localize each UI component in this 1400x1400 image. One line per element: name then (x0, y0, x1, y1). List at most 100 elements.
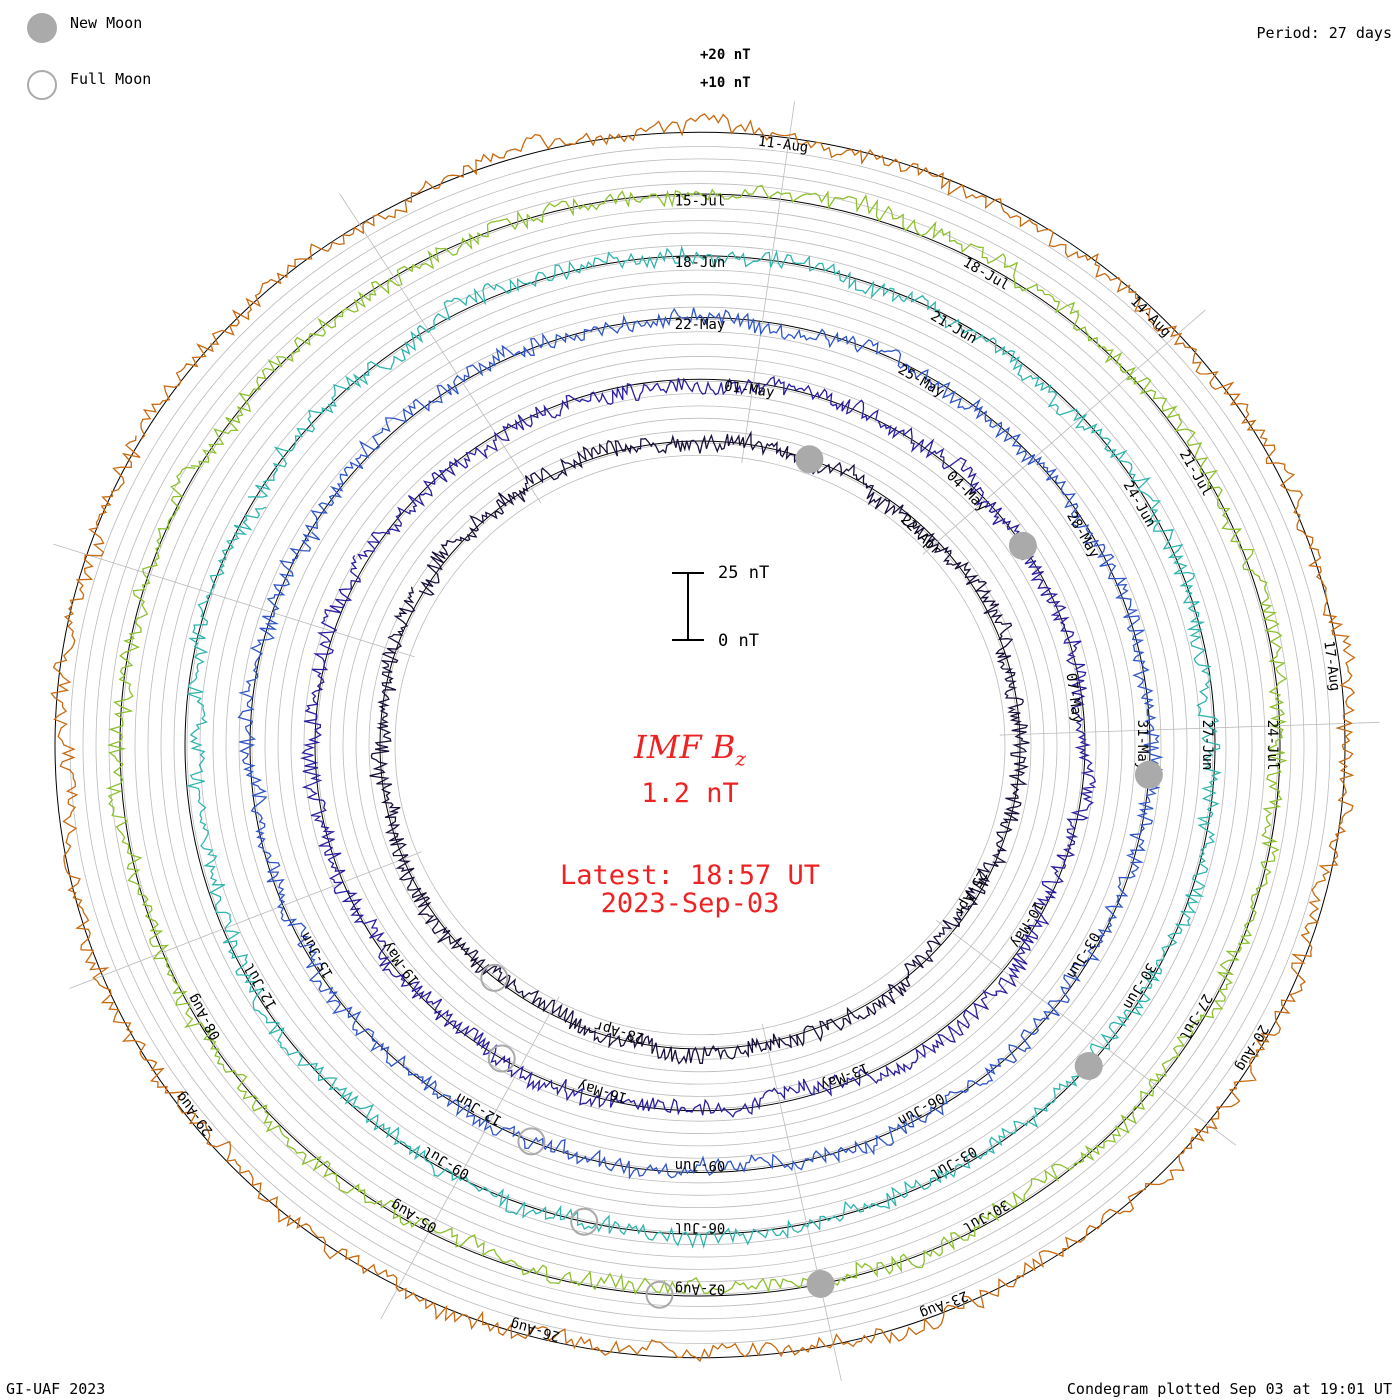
date-label: 12-Jul (241, 960, 280, 1012)
date-label: 06-Jun (895, 1089, 947, 1128)
ring-scale-label-10: +10 nT (700, 75, 751, 91)
date-label: 18-Jun (675, 255, 726, 271)
grid-ring (355, 417, 1045, 1073)
day-spoke (53, 543, 415, 658)
series-line (50, 113, 1356, 1363)
date-label: 11-Aug (757, 134, 809, 156)
chart-title-main: IMF B (634, 728, 736, 766)
credit-label: GI-UAF 2023 (6, 1380, 106, 1398)
ring-scale-label-20: +20 nT (700, 47, 751, 63)
date-label: 17-Aug (1320, 640, 1342, 692)
date-label: 14-Aug (1127, 293, 1174, 340)
latest-time: Latest: 18:57 UT (559, 860, 821, 891)
series-line (105, 184, 1288, 1296)
rotation-baseline (314, 378, 1086, 1112)
moon-markers (480, 445, 1163, 1309)
chart-title: IMF Bz (540, 728, 840, 770)
date-label: 02-Aug (675, 1281, 726, 1297)
grid-ring (186, 257, 1214, 1233)
new-moon-marker (1134, 760, 1163, 789)
day-spoke (380, 996, 560, 1320)
period-label: Period: 27 days (1256, 24, 1392, 42)
grid-ring (264, 331, 1136, 1159)
grid-ring (394, 454, 1006, 1036)
chart-title-sub: z (735, 746, 746, 771)
grid-ring (95, 170, 1305, 1320)
grid-ring (277, 343, 1123, 1147)
date-label: 22-Apr (897, 512, 944, 559)
date-label: 24-Jul (1264, 720, 1280, 771)
grid-ring (212, 281, 1188, 1209)
day-spoke (922, 309, 1206, 555)
new-moon-legend-icon (27, 13, 57, 43)
full-moon-marker (480, 963, 509, 992)
full-moon-marker (487, 1044, 516, 1073)
new-moon-legend-label: New Moon (70, 14, 143, 32)
rotation-baseline (54, 131, 1346, 1359)
grid-ring (134, 207, 1266, 1283)
date-label: 07-May (1063, 672, 1085, 724)
date-label: 06-Jul (675, 1219, 726, 1235)
new-moon-marker (806, 1270, 835, 1298)
plotted-label: Condegram plotted Sep 03 at 19:01 UT (1066, 1380, 1392, 1398)
current-value: 1.2 nT (641, 778, 739, 809)
date-label: 21-Jun (928, 308, 980, 347)
date-label: 03-Jun (1063, 929, 1102, 981)
day-spoke (741, 101, 796, 463)
grid-ring (368, 430, 1032, 1060)
date-label: 27-Jun (1199, 720, 1215, 771)
date-label: 31-May (1134, 720, 1150, 771)
date-label: 08-Aug (185, 991, 224, 1043)
grid-ring (290, 356, 1110, 1134)
ring-grid (54, 131, 1346, 1359)
day-spoke (936, 920, 1237, 1146)
date-label: 29-Aug (173, 1089, 216, 1139)
date-label: 28-May (1063, 509, 1102, 561)
new-moon-marker (1074, 1052, 1103, 1080)
date-label: 05-Aug (388, 1196, 440, 1235)
grid-ring (69, 146, 1331, 1344)
series-line (369, 430, 1030, 1065)
full-moon-legend-label: Full Moon (70, 70, 152, 88)
grid-ring (329, 393, 1071, 1097)
scale-top-label: 25 nT (718, 563, 770, 583)
full-moon-marker (570, 1207, 599, 1236)
grid-ring (316, 380, 1084, 1110)
day-spoke (999, 721, 1380, 736)
date-label: 26-Aug (509, 1315, 562, 1344)
grid-ring (160, 232, 1240, 1258)
full-moon-legend-icon (27, 70, 57, 100)
grid-ring (225, 294, 1175, 1196)
day-spoke (761, 1023, 842, 1381)
series-line (237, 307, 1164, 1180)
grid-ring (342, 405, 1058, 1085)
date-label: 18-Jul (960, 255, 1012, 294)
grid-ring (147, 220, 1253, 1270)
date-label: 15-Jul (675, 193, 726, 209)
date-label: 30-Jul (960, 1196, 1012, 1235)
full-moon-marker (517, 1127, 546, 1156)
date-label: 16-May (576, 1077, 629, 1106)
grid-ring (173, 244, 1227, 1246)
series-layer (50, 113, 1356, 1363)
day-spokes (53, 101, 1380, 1381)
date-label: 09-Jun (675, 1157, 726, 1173)
series-line (185, 245, 1222, 1249)
grid-ring (238, 306, 1162, 1184)
day-spoke (69, 851, 422, 989)
new-moon-marker (795, 445, 824, 474)
date-label: 22-May (675, 317, 726, 333)
new-moon-marker (1008, 531, 1037, 560)
rotation-baseline (249, 317, 1151, 1173)
series-line (299, 375, 1097, 1118)
grid-ring (82, 158, 1318, 1332)
full-moon-marker (645, 1280, 674, 1309)
day-spoke (339, 193, 542, 504)
date-label: 24-Jun (1119, 478, 1158, 530)
date-label: 20-Aug (1232, 1022, 1271, 1074)
scale-bottom-label: 0 nT (718, 631, 759, 651)
grid-ring (121, 195, 1279, 1295)
latest-date: 2023-Sep-03 (600, 888, 780, 919)
date-label: 01-May (723, 379, 775, 401)
